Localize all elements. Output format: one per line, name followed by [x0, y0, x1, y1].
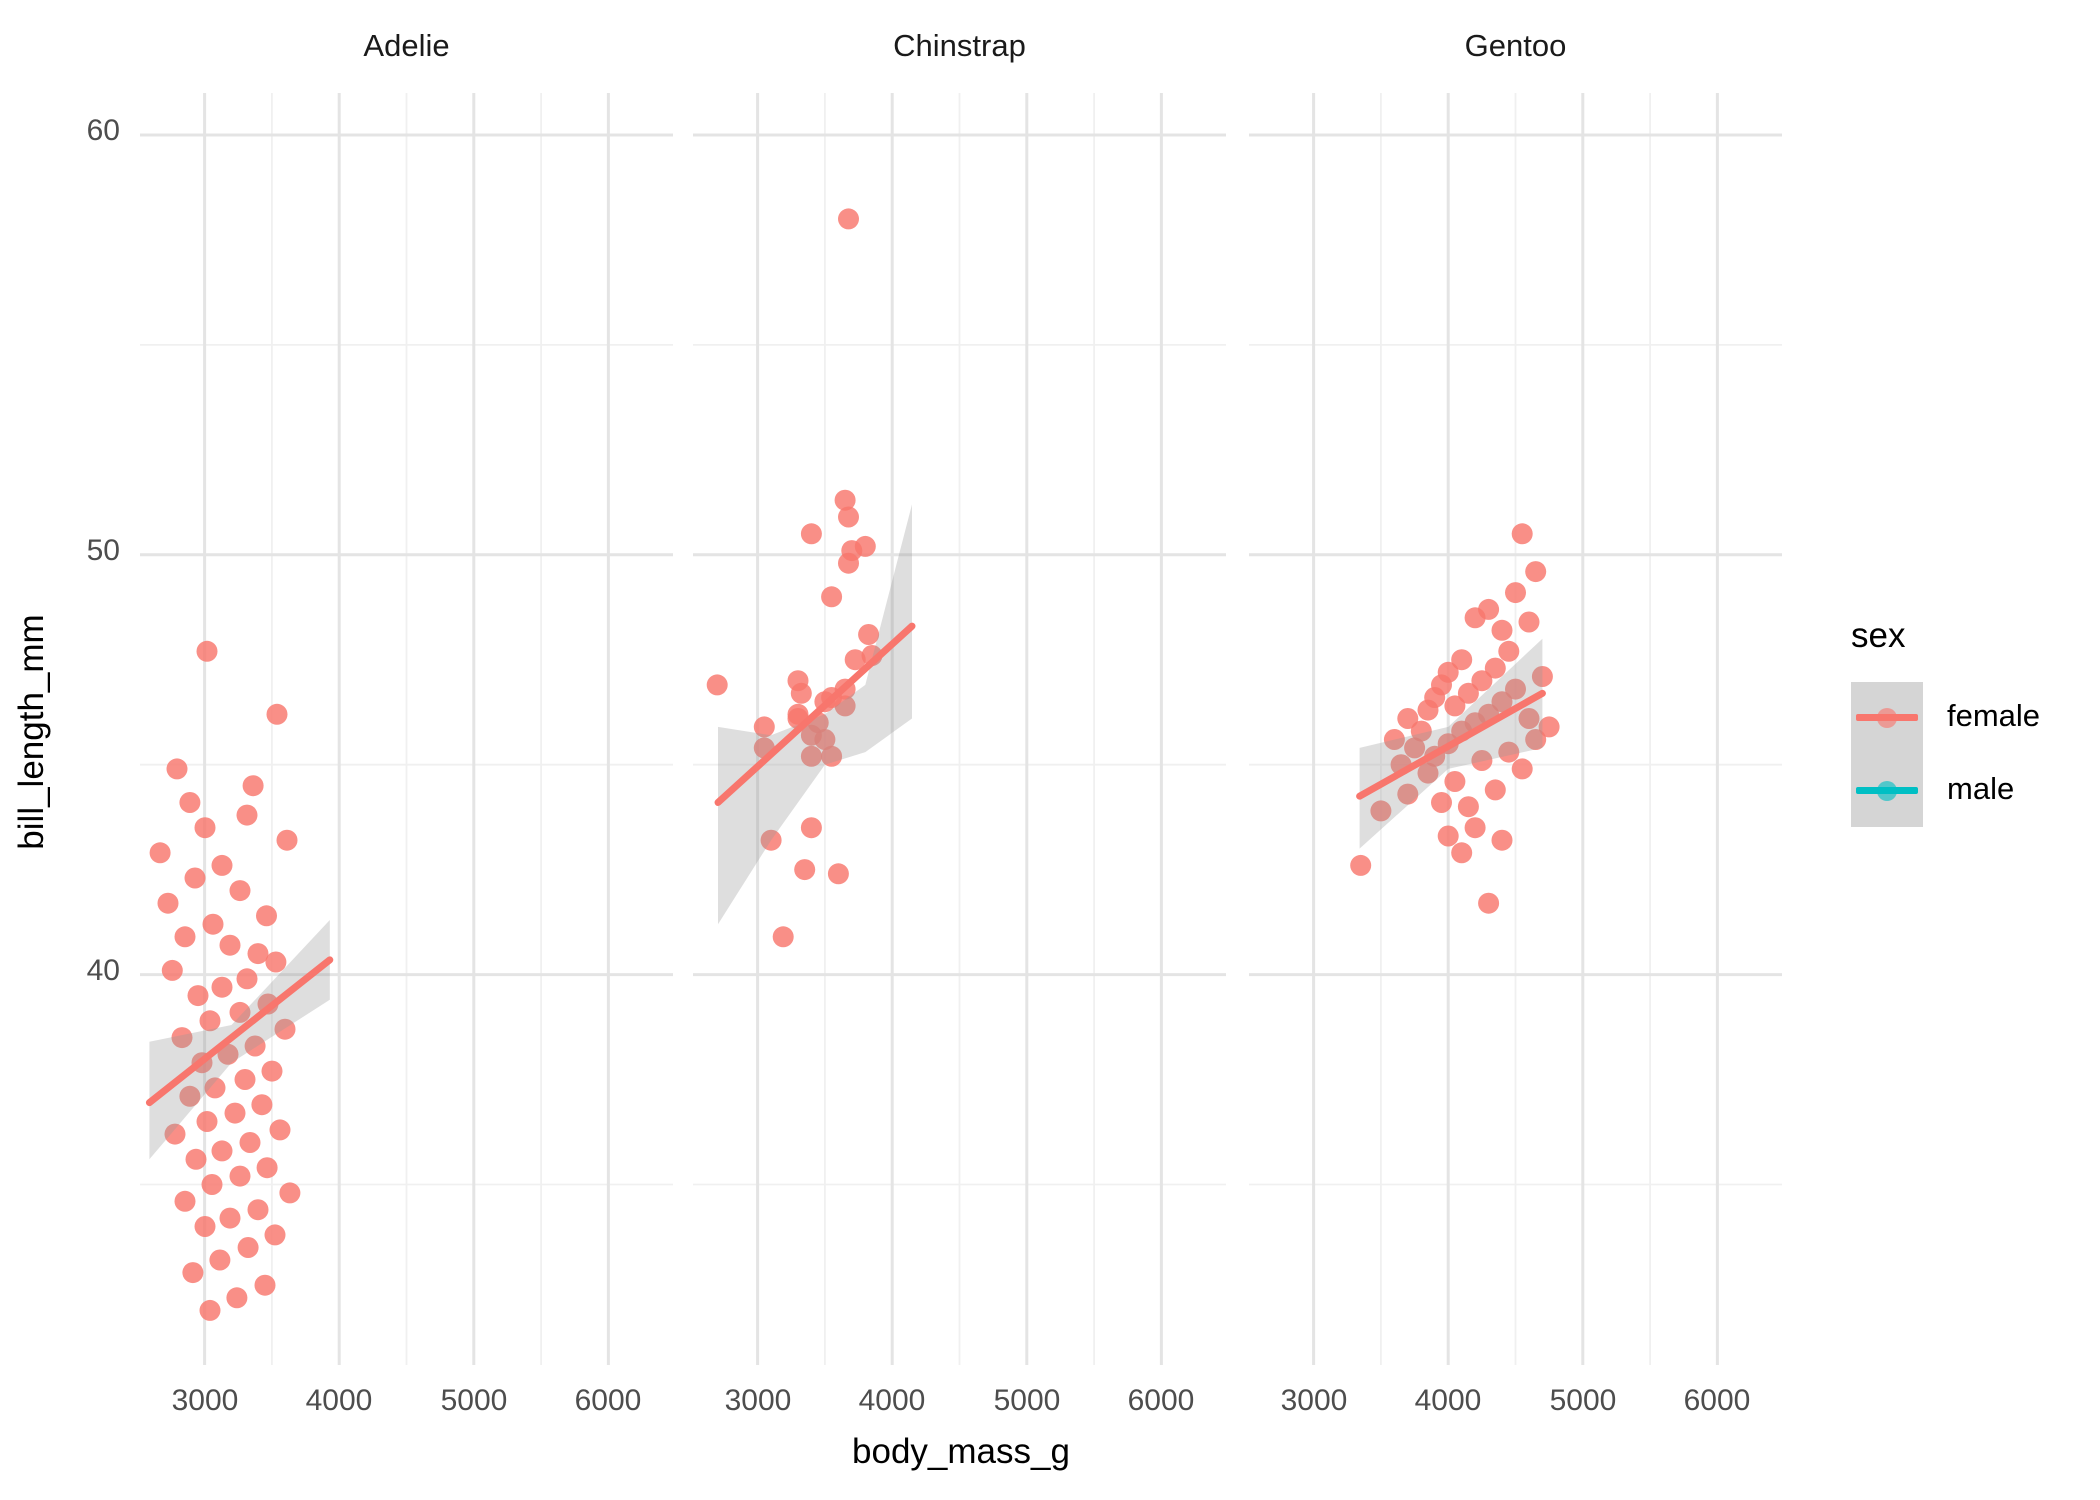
- gridlines: [140, 93, 673, 1365]
- regression-line: [145, 956, 334, 1107]
- confidence-ribbon: [149, 920, 330, 1160]
- confidence-ribbon: [718, 504, 912, 925]
- regression-line: [714, 622, 916, 806]
- x-tick-label-Gentoo-5000: 5000: [1549, 1384, 1617, 1417]
- x-tick-label-Adelie-4000: 4000: [305, 1384, 373, 1417]
- legend-title: sex: [1851, 616, 1906, 655]
- legend-key-box: female male: [1851, 682, 2040, 827]
- data-points: [1350, 523, 1560, 914]
- y-tick-label-40: 40: [86, 954, 120, 987]
- facet-panel-Chinstrap: [693, 93, 1226, 1365]
- gridlines: [1249, 93, 1782, 1365]
- facet-panel-Gentoo: [1249, 93, 1782, 1365]
- y-tick-label-50: 50: [86, 534, 120, 567]
- facet-title-chinstrap: Chinstrap: [893, 28, 1026, 63]
- female-key-point-icon: [1877, 708, 1897, 728]
- data-points: [149, 640, 301, 1321]
- x-tick-label-Chinstrap-6000: 6000: [1127, 1384, 1195, 1417]
- regression-line: [1356, 689, 1546, 800]
- facet-title-gentoo: Gentoo: [1464, 28, 1567, 63]
- x-tick-label-Chinstrap-3000: 3000: [724, 1384, 792, 1417]
- gridlines: [693, 93, 1226, 1365]
- x-axis-title: body_mass_g: [852, 1432, 1070, 1471]
- x-tick-label-Adelie-3000: 3000: [171, 1384, 239, 1417]
- x-tick-label-Gentoo-4000: 4000: [1414, 1384, 1482, 1417]
- legend-label-female: female: [1947, 698, 2041, 733]
- data-points: [706, 208, 883, 948]
- facet-panel-Adelie: [140, 93, 673, 1365]
- x-tick-label-Adelie-5000: 5000: [440, 1384, 508, 1417]
- x-tick-label-Chinstrap-5000: 5000: [993, 1384, 1061, 1417]
- x-tick-label-Gentoo-3000: 3000: [1280, 1384, 1348, 1417]
- facet-title-adelie: Adelie: [363, 28, 450, 63]
- x-tick-label-Chinstrap-4000: 4000: [858, 1384, 926, 1417]
- x-tick-label-Adelie-6000: 6000: [574, 1384, 642, 1417]
- legend: sex female male: [1851, 616, 2040, 827]
- male-key-point-icon: [1877, 781, 1897, 801]
- y-tick-label-60: 60: [86, 114, 120, 147]
- legend-label-male: male: [1947, 771, 2015, 806]
- x-tick-label-Gentoo-6000: 6000: [1683, 1384, 1751, 1417]
